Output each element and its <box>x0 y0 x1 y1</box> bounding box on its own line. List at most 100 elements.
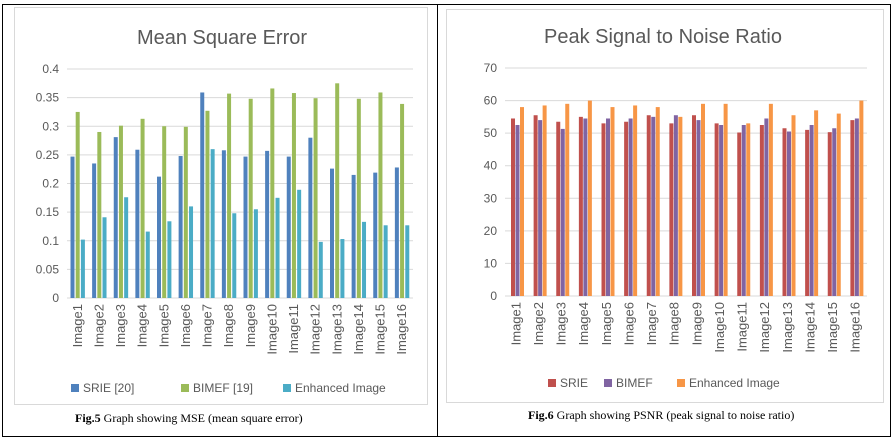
mse-ytick-label: 0.2 <box>42 177 59 191</box>
psnr-bar <box>782 128 787 296</box>
psnr-category-label: Image16 <box>848 302 863 353</box>
psnr-ytick-label: 10 <box>484 256 498 270</box>
mse-bar <box>189 206 194 298</box>
mse-bar <box>102 217 107 298</box>
mse-category-label: Image7 <box>200 304 215 347</box>
mse-bar <box>362 221 367 298</box>
psnr-bar <box>854 118 859 296</box>
psnr-chart-panel: Peak Signal to Noise Ratio 0 10 20 30 40 50 60 7… <box>446 9 884 403</box>
mse-bar <box>265 150 270 298</box>
psnr-ytick-label: 0 <box>490 289 497 303</box>
figure-frame <box>2 4 891 437</box>
mse-ytick-label: 0.25 <box>36 148 60 162</box>
mse-category-label: Image9 <box>243 304 258 347</box>
mse-ytick-label: 0 <box>52 291 59 305</box>
psnr-bar <box>606 118 610 296</box>
psnr-caption: Fig.6 Graph showing PSNR (peak signal to… <box>528 408 794 423</box>
figure-divider <box>437 4 438 437</box>
mse-legend-swatch <box>283 384 291 392</box>
mse-bar <box>286 156 291 298</box>
mse-ytick-label: 0.3 <box>42 119 59 133</box>
mse-bar <box>405 225 410 298</box>
mse-bar <box>318 241 323 298</box>
psnr-bar <box>556 121 561 296</box>
mse-title: Mean Square Error <box>137 27 307 49</box>
mse-bar <box>378 92 383 298</box>
psnr-category-label: Image1 <box>508 302 523 345</box>
psnr-title: Peak Signal to Noise Ratio <box>544 26 782 48</box>
mse-category-label: Image13 <box>329 304 344 355</box>
psnr-bar <box>814 110 819 296</box>
psnr-category-label: Image12 <box>757 302 772 353</box>
mse-bar <box>253 209 258 298</box>
psnr-bar <box>673 115 678 296</box>
mse-bar <box>394 167 399 298</box>
mse-chart-panel: Mean Square Error 0 0.05 0.1 0.15 0.2 0.25 0.3 0… <box>14 7 428 405</box>
mse-bar <box>70 156 75 298</box>
psnr-bar <box>805 129 810 296</box>
psnr-bar <box>737 132 742 296</box>
mse-legend-label: Enhanced Image <box>295 381 386 395</box>
psnr-ytick-label: 30 <box>484 191 498 205</box>
psnr-category-label: Image6 <box>621 302 636 345</box>
psnr-ytick-label: 20 <box>484 224 498 238</box>
psnr-bar <box>565 103 570 296</box>
mse-legend-label: SRIE [20] <box>83 381 134 395</box>
psnr-bar <box>723 103 728 296</box>
psnr-category-label: Image4 <box>576 302 591 345</box>
psnr-bar <box>587 100 592 296</box>
mse-bar <box>140 118 145 299</box>
mse-bar <box>183 126 188 298</box>
psnr-category-label: Image13 <box>780 302 795 353</box>
mse-ytick-label: 0.15 <box>36 205 60 219</box>
psnr-bar <box>850 120 855 296</box>
mse-legend-label: BIMEF [19] <box>193 381 253 395</box>
psnr-category-label: Image8 <box>667 302 682 345</box>
psnr-bar <box>542 105 547 296</box>
psnr-category-label: Image9 <box>689 302 704 345</box>
mse-bar <box>383 225 388 298</box>
mse-ytick-label: 0.1 <box>42 234 59 248</box>
psnr-bar <box>759 125 764 296</box>
psnr-ytick-label: 40 <box>484 159 498 173</box>
psnr-bar <box>832 128 837 296</box>
mse-legend-swatch <box>181 384 189 392</box>
psnr-bar <box>633 105 638 296</box>
mse-bar <box>200 92 205 298</box>
psnr-bar <box>583 118 588 296</box>
mse-bar <box>232 213 237 298</box>
psnr-bar <box>746 123 751 296</box>
psnr-bar <box>701 103 705 296</box>
mse-bar <box>118 125 123 299</box>
psnr-bar <box>651 116 656 296</box>
mse-bar <box>124 197 129 298</box>
psnr-bar <box>787 131 791 296</box>
mse-bar <box>313 98 318 298</box>
psnr-ytick-label: 60 <box>484 94 498 108</box>
mse-category-label: Image2 <box>91 304 106 347</box>
psnr-bar <box>696 120 701 296</box>
psnr-legend-label: SRIE <box>560 376 588 390</box>
mse-category-label: Image12 <box>308 304 323 355</box>
psnr-bar <box>601 123 606 296</box>
psnr-legend-label: Enhanced Image <box>689 376 780 390</box>
psnr-category-label: Image14 <box>802 302 817 353</box>
mse-bar <box>157 176 161 298</box>
mse-bar <box>227 93 232 299</box>
psnr-bar <box>560 128 565 296</box>
psnr-bar <box>719 125 724 296</box>
mse-category-label: Image5 <box>156 304 171 347</box>
mse-bar <box>135 149 140 298</box>
psnr-category-label: Image3 <box>554 302 569 345</box>
psnr-bar <box>655 107 660 296</box>
mse-bar <box>243 156 248 298</box>
psnr-bar <box>578 116 583 296</box>
mse-bar <box>340 239 345 298</box>
mse-category-label: Image1 <box>70 304 85 347</box>
mse-bar <box>210 149 215 298</box>
mse-bar <box>400 103 405 298</box>
psnr-category-label: Image2 <box>531 302 546 345</box>
mse-bar <box>335 83 340 298</box>
mse-category-label: Image14 <box>351 304 366 355</box>
mse-bar <box>80 239 85 298</box>
